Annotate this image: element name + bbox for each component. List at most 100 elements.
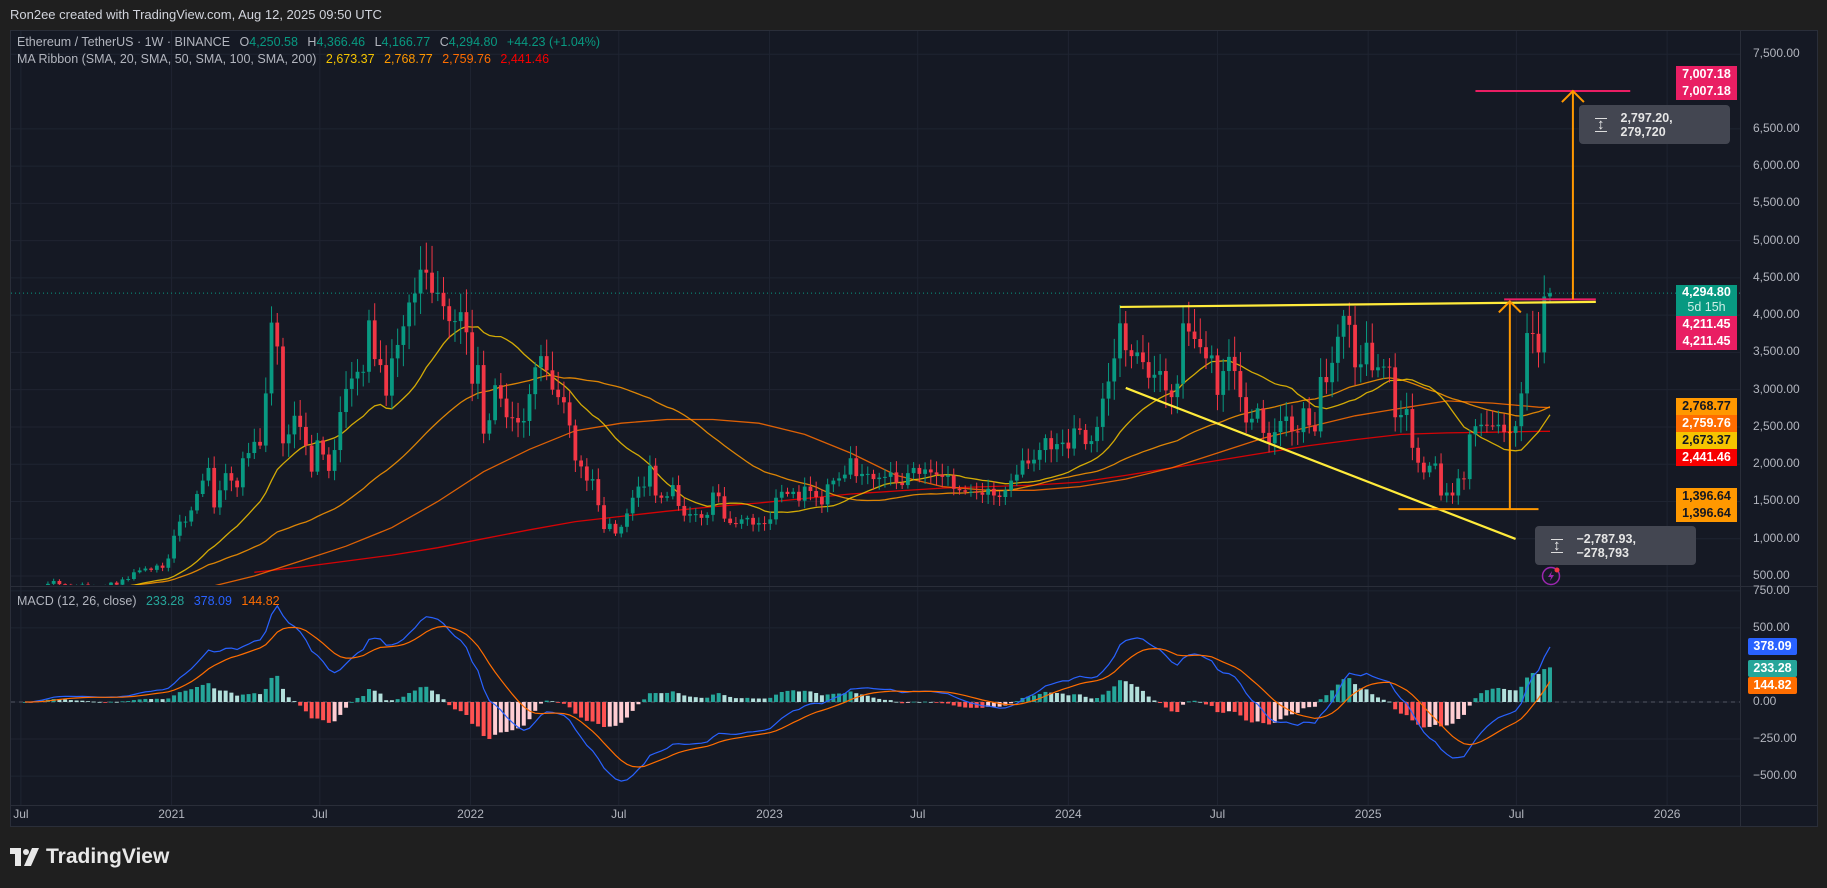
macd-badge: 378.09 [1748,638,1797,655]
macd-histogram-bar [349,701,354,703]
macd-histogram-bar [860,694,865,702]
candle-body [1175,383,1180,398]
candle-body [797,491,801,501]
macd-histogram-bar [968,702,973,708]
price-axis-label: 6,000.00 [1753,158,1800,173]
candle-body [785,491,790,495]
candle-body [854,458,859,477]
candle-body [1530,333,1535,335]
candle-body [1502,424,1507,433]
macd-histogram-bar [206,683,211,702]
close-value: 4,294.80 [448,35,498,49]
macd-histogram-bar [464,702,469,715]
macd-histogram-bar [246,694,251,702]
macd-histogram-bar [1163,702,1168,708]
macd-histogram-bar [1255,702,1260,722]
candle-body [659,495,664,498]
candle-body [298,415,303,427]
drawings[interactable] [1119,89,1631,540]
candle-body [533,367,538,395]
macd-histogram-bar [607,702,612,727]
candle-body [424,269,429,273]
macd-histogram-bar [149,699,154,702]
candle-body [1204,347,1208,359]
macd-histogram-bar [80,700,85,702]
macd-histogram-bar [1009,702,1014,704]
macd-histogram-bar [1049,692,1054,702]
macd-badge: 144.82 [1748,677,1797,694]
tradingview-logo-icon [10,848,39,866]
time-axis-label: Jul [611,807,627,821]
macd-histogram-bar [957,702,962,707]
candle-body [1037,450,1042,460]
candle-body [412,293,417,303]
macd-histogram-bar [728,696,733,702]
macd-histogram-bar [1444,702,1449,726]
macd-histogram-bar [498,702,503,733]
candle-body [504,398,509,418]
macd-histogram-bar [796,691,801,702]
signal-value: 144.82 [241,594,280,608]
macd-histogram-bar [1123,681,1128,702]
candle-body [401,326,406,345]
macd-histogram-bar [946,702,951,704]
macd-histogram-bar [1461,702,1466,715]
candle-body [1112,358,1117,382]
macd-histogram-bar [716,693,721,702]
candle-body [263,393,268,446]
macd-histogram-bar [1416,702,1421,725]
measure-label-drop[interactable]: ↕ −2,787.93, −278,793 [1535,526,1696,565]
macd-histogram-bar [1135,686,1140,702]
candle-body [418,269,423,294]
time-axis-label: Jul [13,807,29,821]
measure-label-target[interactable]: ↕ 2,797.20, 279,720 [1579,105,1730,144]
candle-body [676,485,681,506]
macd-histogram-bar [458,702,463,712]
symbol-legend[interactable]: Ethereum / TetherUS · 1W · BINANCE O4,25… [17,35,606,49]
candle-body [326,454,331,471]
candle-body [825,484,830,505]
macd-histogram-bar [1289,702,1294,715]
macd-histogram-bar [126,701,131,702]
macd-histogram-bar [1473,698,1478,702]
macd-histogram-bar [452,702,457,710]
candle-body [1066,442,1071,449]
tradingview-logo[interactable]: TradingView [10,845,169,869]
descending-trendline [1125,386,1516,540]
candle-body [1347,315,1352,325]
macd-legend[interactable]: MACD (12, 26, close) 233.28 378.09 144.8… [17,594,286,608]
macd-histogram-bar [510,702,515,731]
alert-icon[interactable] [1541,566,1561,586]
macd-histogram-bar [963,702,968,708]
candle-body [315,440,320,472]
sma20-value: 2,673.37 [325,52,375,66]
macd-histogram-bar [900,702,905,704]
macd-histogram-bar [86,701,91,702]
candle-body [1307,408,1312,426]
candle-body [1123,323,1128,351]
change-value: +44.23 (+1.04%) [506,35,601,49]
candle-body [1227,356,1231,372]
price-axis-label: 7,500.00 [1753,46,1800,61]
candle-body [40,587,44,589]
macd-histogram-bar [986,702,991,707]
macd-histogram-bar [1301,702,1306,709]
macd-axis-label: −250.00 [1753,731,1797,746]
candle-body [1020,460,1025,475]
candle-body [1519,393,1524,427]
macd-histogram-bar [1467,702,1472,706]
measure-arrow-up-head [1498,299,1522,314]
macd-histogram-bar [97,701,102,703]
candle-body [969,491,973,493]
candle-body [584,466,589,481]
ma-ribbon-title: MA Ribbon (SMA, 20, SMA, 50, SMA, 100, S… [17,52,317,66]
ma-ribbon-legend[interactable]: MA Ribbon (SMA, 20, SMA, 50, SMA, 100, S… [17,52,555,66]
macd-histogram-bar [1530,673,1535,702]
macd-histogram-bar [1158,702,1163,704]
macd-histogram-bar [1244,702,1249,721]
candle-body [275,322,280,347]
candle-body [1313,425,1317,432]
macd-histogram-bar [212,688,217,702]
candle-body [286,434,291,444]
